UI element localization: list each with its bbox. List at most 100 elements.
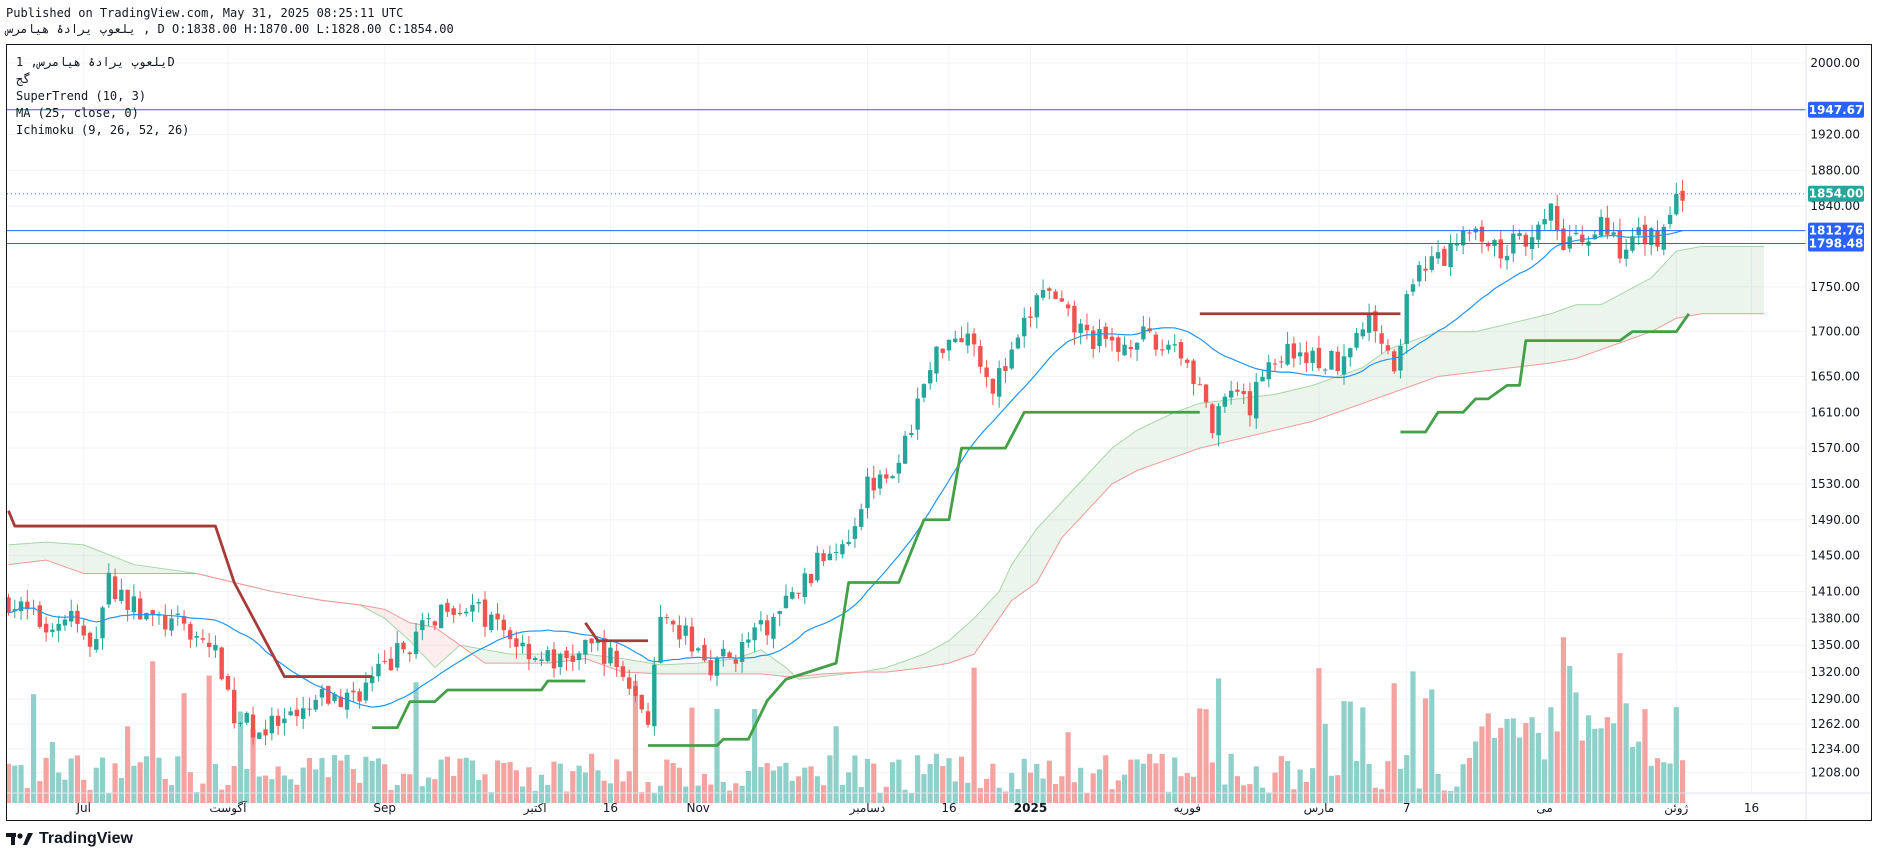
cloud-segment bbox=[1619, 291, 1627, 343]
candle-body bbox=[125, 589, 130, 610]
tradingview-logo[interactable]: TradingView bbox=[6, 830, 133, 848]
candle-body bbox=[1423, 268, 1428, 271]
candle-body bbox=[87, 632, 93, 647]
candle-body bbox=[495, 613, 500, 620]
candle-body bbox=[319, 688, 325, 698]
volume-bar bbox=[1021, 758, 1027, 803]
cloud-segment bbox=[1287, 389, 1294, 428]
volume-bar bbox=[745, 770, 751, 803]
volume-bar bbox=[940, 766, 946, 803]
cloud-segment bbox=[1626, 287, 1633, 341]
volume-bar bbox=[946, 758, 952, 803]
volume-bar bbox=[933, 753, 940, 803]
volume-bar bbox=[1379, 789, 1385, 803]
candle-body bbox=[971, 333, 977, 345]
volume-bar bbox=[1366, 764, 1372, 803]
cloud-segment bbox=[785, 667, 793, 677]
candle-body bbox=[1097, 329, 1102, 347]
x-tick-label: آگوست bbox=[209, 800, 247, 816]
volume-bar bbox=[87, 789, 93, 803]
volume-bar bbox=[1197, 708, 1203, 803]
candle-body bbox=[225, 676, 231, 690]
volume-bar bbox=[56, 772, 62, 803]
legend-symbol-title[interactable]: یلعوپ یرادۀ هیامرس, 1D bbox=[16, 55, 175, 69]
cloud-segment bbox=[1180, 407, 1188, 455]
cloud-segment bbox=[1369, 358, 1376, 402]
volume-bar bbox=[952, 781, 958, 803]
candle-body bbox=[56, 623, 61, 631]
volume-bar bbox=[651, 792, 657, 803]
legend-ma[interactable]: MA (25, close, 0) bbox=[16, 106, 139, 120]
x-tick-label: دسامبر bbox=[849, 801, 886, 816]
x-tick-label: Sep bbox=[373, 801, 396, 815]
candle-body bbox=[62, 619, 68, 626]
supertrend-line bbox=[1400, 312, 1691, 434]
candle-body bbox=[771, 617, 776, 639]
cloud-segment bbox=[1237, 398, 1244, 440]
cloud-segment bbox=[1231, 398, 1238, 441]
cloud-segment bbox=[942, 640, 949, 665]
cloud-segment bbox=[1149, 421, 1156, 467]
candle-body bbox=[1084, 324, 1090, 331]
candle-body bbox=[470, 604, 475, 612]
candle-body bbox=[326, 685, 331, 704]
candle-body bbox=[275, 715, 281, 726]
legend-supertrend[interactable]: SuperTrend (10, 3) bbox=[16, 89, 147, 103]
cloud-segment bbox=[1275, 392, 1282, 431]
brand-name: TradingView bbox=[39, 830, 133, 847]
cloud-segment bbox=[1695, 246, 1702, 315]
candle-body bbox=[1134, 342, 1140, 350]
volume-bar bbox=[99, 757, 106, 803]
cloud-segment bbox=[403, 619, 410, 641]
cloud-segment bbox=[1017, 546, 1025, 596]
cloud-segment bbox=[1043, 515, 1050, 572]
volume-bar bbox=[463, 757, 469, 803]
x-tick-label: 16 bbox=[941, 801, 956, 815]
volume-bar bbox=[488, 792, 494, 803]
cloud-segment bbox=[1124, 434, 1131, 478]
candle-body bbox=[1078, 323, 1083, 333]
cloud-segment bbox=[685, 663, 692, 674]
candle-body bbox=[1623, 249, 1629, 259]
candle-body bbox=[808, 574, 814, 584]
candle-body bbox=[150, 610, 155, 616]
cloud-segment bbox=[140, 565, 147, 574]
last-price-label-bg bbox=[1808, 185, 1864, 202]
legend-ichimoku[interactable]: Ichimoku (9, 26, 52, 26) bbox=[16, 123, 190, 137]
candle-body bbox=[1272, 363, 1278, 365]
candle-body bbox=[564, 650, 569, 659]
volume-bar bbox=[194, 791, 200, 803]
candle-body bbox=[1028, 316, 1033, 318]
candle-body bbox=[840, 544, 845, 555]
y-tick-label: 1262.00 bbox=[1810, 717, 1860, 731]
cloud-segment bbox=[905, 658, 912, 670]
candle-body bbox=[1536, 224, 1541, 240]
volume-bar bbox=[1667, 763, 1673, 803]
volume-bar bbox=[457, 758, 463, 803]
volume-bar bbox=[538, 774, 545, 803]
cloud-segment bbox=[102, 552, 109, 574]
volume-bar bbox=[971, 667, 977, 803]
cloud-segment bbox=[1601, 301, 1608, 350]
volume-bar bbox=[858, 787, 864, 803]
cloud-segment bbox=[1544, 313, 1551, 364]
cloud-segment bbox=[1525, 318, 1533, 366]
candle-body bbox=[1674, 194, 1679, 215]
price-line-label-bg bbox=[1808, 235, 1864, 252]
volume-bar bbox=[1611, 723, 1617, 803]
cloud-segment bbox=[1187, 405, 1194, 453]
candle-body bbox=[357, 691, 362, 702]
candle-body bbox=[796, 592, 801, 594]
candle-body bbox=[645, 711, 651, 725]
volume-bar bbox=[846, 772, 852, 803]
cloud-segment bbox=[1312, 383, 1319, 422]
candle-body bbox=[1410, 284, 1416, 292]
candle-body bbox=[351, 690, 356, 693]
candle-body bbox=[902, 435, 908, 464]
candle-body bbox=[476, 602, 481, 604]
cloud-segment bbox=[1168, 412, 1175, 460]
cloud-segment bbox=[679, 663, 686, 674]
candle-body bbox=[978, 346, 983, 367]
x-tick-label: مارس bbox=[1304, 801, 1335, 816]
